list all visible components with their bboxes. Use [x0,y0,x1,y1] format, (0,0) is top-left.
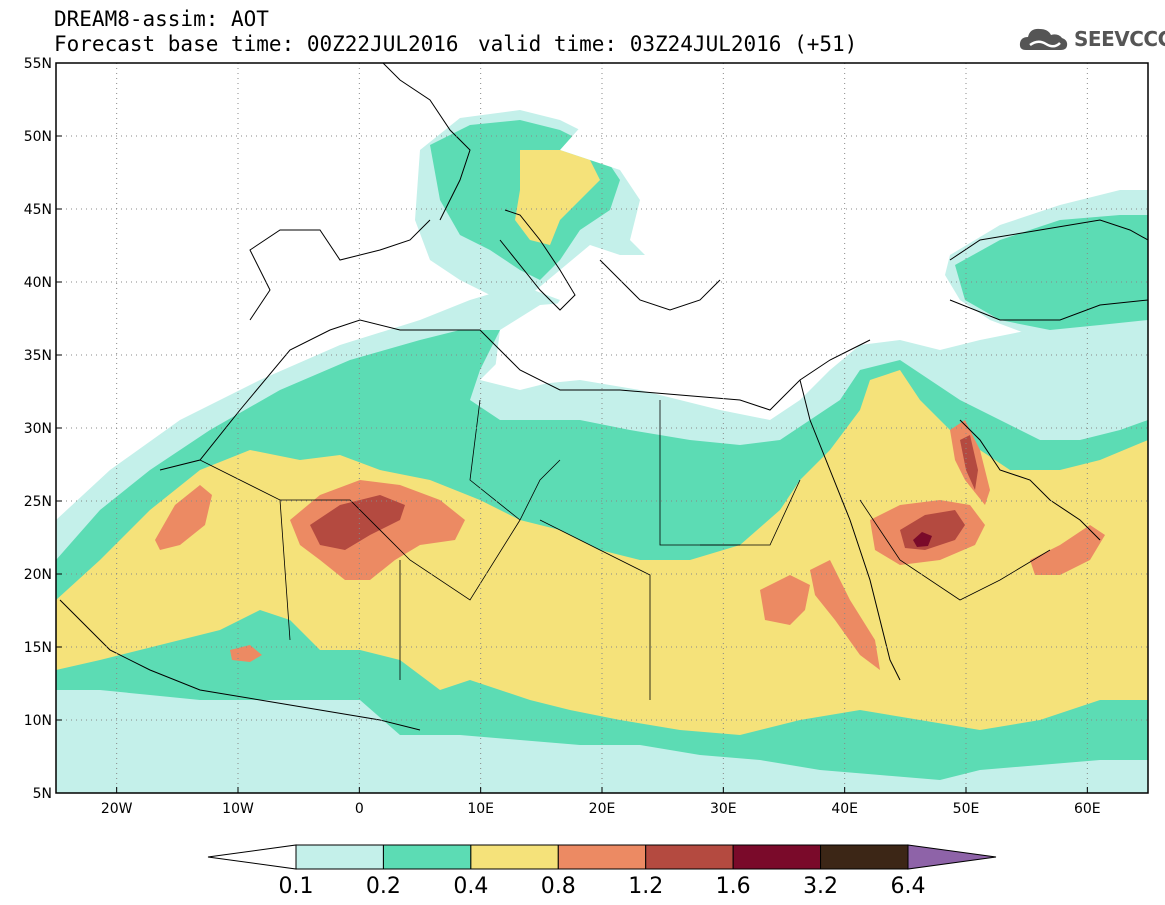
lat-tick-label: 55N [24,56,52,72]
lon-tick-label: 40E [831,801,858,817]
map-title: DREAM8-assim: AOT [54,7,269,31]
colorbar-over-triangle [907,844,997,870]
clear-sky-area [495,300,820,400]
map-grid [56,63,1148,793]
lon-tick-label: 20E [589,801,616,817]
lon-tick-label: 10W [222,801,254,817]
colorbar-level-label: 0.4 [453,874,488,899]
colorbar: 0.1 0.2 0.4 0.8 1.2 1.6 3.2 6.4 [207,844,997,899]
colorbar-swatch [382,844,472,870]
lat-tick-label: 15N [24,640,52,656]
valid-time: valid time: 03Z24JUL2016 (+51) [478,32,858,56]
lon-tick-label: 10E [467,801,494,817]
lat-tick-label: 45N [24,202,52,218]
colorbar-swatch [557,844,647,870]
lat-tick-label: 35N [24,348,52,364]
colorbar-level-label: 0.8 [541,874,576,899]
colorbar-level-label: 1.2 [628,874,663,899]
cloud-icon [1019,28,1068,50]
colorbar-swatch [645,844,734,870]
colorbar-swatch [820,844,909,870]
lat-tick-label: 25N [24,494,52,510]
lat-tick-label: 20N [24,567,52,583]
aot-level-1.6 [913,532,932,547]
coastlines [59,63,1148,731]
lon-axis: 20W 10W 0 10E 20E 30E 40E 50E 60E [101,787,1101,817]
colorbar-swatch [732,844,822,870]
lat-tick-label: 10N [24,713,52,729]
colorbar-level-label: 3.2 [803,874,838,899]
lon-tick-label: 0 [355,801,364,817]
lat-tick-label: 50N [24,129,52,145]
lon-tick-label: 60E [1074,801,1101,817]
logo-text: SEEVCCC [1074,27,1165,51]
colorbar-level-label: 1.6 [716,874,751,899]
colorbar-level-label: 6.4 [891,874,926,899]
lon-tick-label: 20W [101,801,133,817]
lon-tick-label: 50E [953,801,980,817]
lat-tick-label: 5N [33,786,52,802]
colorbar-level-label: 0.2 [366,874,401,899]
country-borders [199,399,1051,700]
colorbar-under-triangle [207,844,297,870]
lat-axis: 5N 10N 15N 20N 25N 30N 35N 40N 45N 50N 55N [24,56,62,802]
seevccc-logo: SEEVCCC [1018,22,1165,56]
lon-tick-label: 30E [710,801,737,817]
colorbar-swatch [295,844,384,870]
colorbar-swatch [470,844,559,870]
colorbar-level-label: 0.1 [279,874,314,899]
forecast-base-time: Forecast base time: 00Z22JUL2016 [54,32,459,56]
clear-sky-north [560,63,1148,330]
lat-tick-label: 30N [24,421,52,437]
lat-tick-label: 40N [24,275,52,291]
